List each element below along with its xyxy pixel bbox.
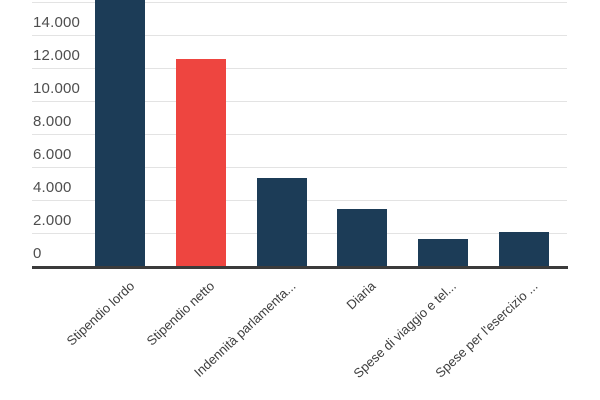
- bar-stipendio-lordo[interactable]: [95, 0, 146, 267]
- bar-spese-di-viaggio-e-tel[interactable]: [417, 238, 468, 267]
- y-gridline-6000: [32, 167, 567, 168]
- y-gridline-8000: [32, 134, 567, 135]
- y-gridline-14000: [32, 35, 567, 36]
- x-axis-line: [32, 266, 568, 269]
- bar-diaria[interactable]: [337, 209, 388, 267]
- x-axis-label-stipendio-netto: Stipendio netto: [143, 278, 218, 349]
- y-axis-tick-label: 14.000: [33, 14, 81, 31]
- y-axis-tick-label: 0: [33, 245, 42, 262]
- bar-indennit-parlamenta[interactable]: [256, 177, 307, 267]
- y-axis-tick-label: 4.000: [33, 179, 72, 196]
- y-gridline-16000: [32, 2, 567, 3]
- y-axis-tick-label: 2.000: [33, 212, 72, 229]
- y-axis-tick-label: 10.000: [33, 80, 81, 97]
- y-gridline-10000: [32, 101, 567, 102]
- x-axis-label-diaria: Diaria: [343, 278, 379, 313]
- y-axis-tick-label: 8.000: [33, 113, 72, 130]
- x-axis-label-stipendio-lordo: Stipendio lordo: [63, 278, 137, 349]
- y-axis-tick-label: 6.000: [33, 146, 72, 163]
- y-gridline-12000: [32, 68, 567, 69]
- bar-spese-per-l-esercizio[interactable]: [498, 231, 549, 267]
- bar-stipendio-netto[interactable]: [175, 59, 226, 267]
- y-axis-tick-label: 12.000: [33, 47, 81, 64]
